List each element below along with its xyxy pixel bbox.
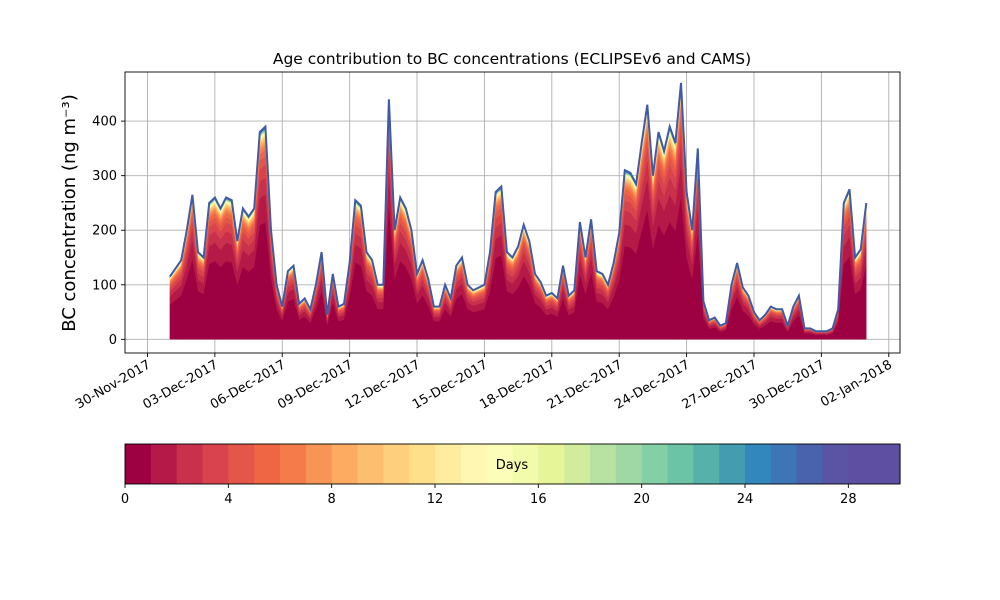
x-tick-label-1: 03-Dec-2017: [140, 357, 220, 412]
colorbar-tick-label-6: 24: [737, 492, 754, 507]
colorbar-swatch-9: [357, 444, 384, 484]
colorbar-swatch-8: [331, 444, 359, 484]
colorbar-swatch-27: [822, 444, 849, 484]
colorbar-label: Days: [496, 458, 529, 473]
colorbar-swatch-20: [641, 444, 669, 484]
x-tick-label-6: 18-Dec-2017: [477, 357, 557, 412]
y-tick-label-3: 300: [92, 169, 117, 184]
colorbar-swatch-10: [383, 444, 410, 484]
y-tick-label-2: 200: [92, 224, 117, 239]
colorbar-swatch-5: [254, 444, 281, 484]
y-tick-label-0: 0: [109, 333, 117, 348]
colorbar-tick-label-5: 20: [633, 492, 650, 507]
colorbar-swatch-1: [150, 444, 178, 484]
colorbar-frame: [124, 443, 901, 485]
x-tick-label-2: 06-Dec-2017: [208, 357, 288, 412]
age-area-stack: [169, 82, 868, 340]
x-axis-ticks: 30-Nov-201703-Dec-201706-Dec-201709-Dec-…: [73, 353, 895, 413]
total-outline: [169, 82, 868, 333]
colorbar-swatch-29: [874, 444, 901, 484]
colorbar-tick-label-1: 4: [224, 492, 232, 507]
y-tick-label-4: 400: [92, 115, 117, 130]
colorbar-swatch-28: [848, 444, 875, 484]
chart-title: Age contribution to BC concentrations (E…: [273, 50, 751, 68]
colorbar-swatch-4: [228, 444, 255, 484]
y-tick-label-1: 100: [92, 278, 117, 293]
colorbar-swatch-21: [667, 444, 694, 484]
y-axis-ticks: 0 100 200 300 400: [92, 115, 125, 348]
y-axis-label: BC concentration (ng m⁻³): [59, 94, 80, 332]
colorbar-swatch-16: [538, 444, 565, 484]
colorbar-tick-label-7: 28: [840, 492, 857, 507]
colorbar-swatch-11: [409, 444, 436, 484]
colorbar-swatch-15: [512, 444, 539, 484]
colorbar-swatch-0: [125, 444, 152, 484]
colorbar-swatch-7: [305, 444, 333, 484]
x-tick-label-9: 27-Dec-2017: [680, 357, 760, 412]
colorbar-swatch-3: [202, 444, 229, 484]
colorbar-tick-label-4: 16: [530, 492, 547, 507]
colorbar-swatch-2: [176, 444, 204, 484]
x-tick-label-5: 15-Dec-2017: [410, 357, 490, 412]
x-tick-label-8: 24-Dec-2017: [612, 357, 692, 412]
x-tick-label-0: 30-Nov-2017: [73, 357, 153, 412]
colorbar-tick-label-3: 12: [427, 492, 444, 507]
colorbar-swatch-17: [564, 444, 591, 484]
x-tick-label-7: 21-Dec-2017: [545, 357, 625, 412]
colorbar-swatch-24: [745, 444, 772, 484]
colorbar-swatch-12: [435, 444, 462, 484]
age-band-0: [169, 198, 867, 340]
colorbar-ticks: 0 4 8 12 16 20 24 28: [121, 484, 857, 507]
colorbar-swatch-23: [719, 444, 746, 484]
colorbar-swatch-19: [615, 444, 643, 484]
colorbar-swatch-14: [486, 444, 514, 484]
colorbar: [125, 444, 901, 484]
x-tick-label-11: 02-Jan-2018: [818, 357, 895, 410]
colorbar-swatch-26: [796, 444, 824, 484]
plot-frame: [124, 71, 901, 354]
colorbar-tick-label-2: 8: [328, 492, 336, 507]
colorbar-swatch-6: [280, 444, 307, 484]
colorbar-tick-label-0: 0: [121, 492, 129, 507]
colorbar-swatch-25: [770, 444, 798, 484]
colorbar-swatch-13: [460, 444, 488, 484]
colorbar-swatch-22: [693, 444, 720, 484]
x-tick-label-10: 30-Dec-2017: [747, 357, 827, 412]
colorbar-swatch-18: [590, 444, 617, 484]
x-tick-label-3: 09-Dec-2017: [275, 357, 355, 412]
x-tick-label-4: 12-Dec-2017: [343, 357, 423, 412]
